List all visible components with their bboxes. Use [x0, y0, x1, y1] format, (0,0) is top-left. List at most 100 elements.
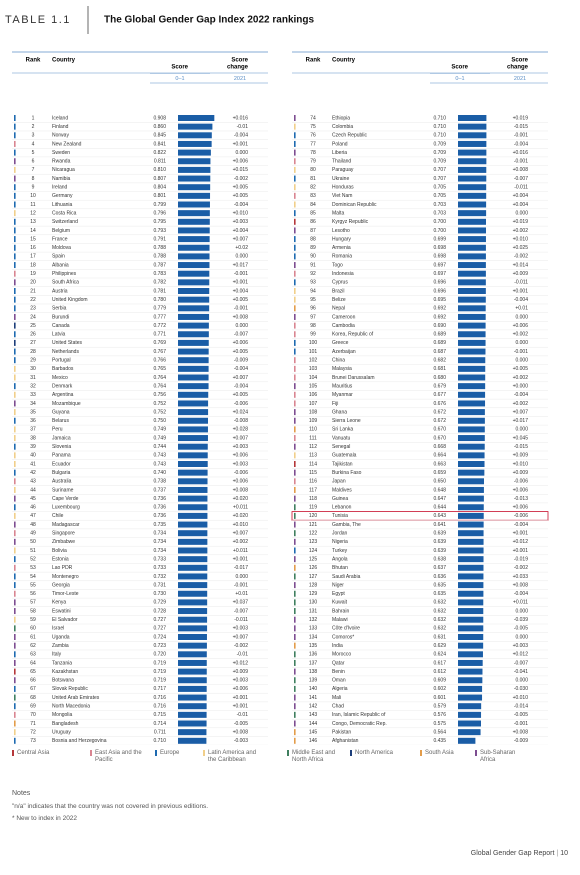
- region-marker: [14, 443, 16, 450]
- score: 0.668: [433, 444, 446, 450]
- rank: 70: [30, 712, 36, 718]
- score: 0.709: [433, 141, 446, 147]
- country: Mongolia: [52, 712, 73, 718]
- score-change: 0.000: [515, 608, 528, 614]
- score-bar: [458, 184, 487, 191]
- score: 0.811: [154, 159, 166, 165]
- country: Suriname: [52, 487, 74, 493]
- score-bar: [178, 348, 209, 355]
- score-change: -0.004: [514, 392, 528, 398]
- rank: 121: [309, 522, 318, 528]
- score-bar: [178, 132, 212, 139]
- score-change: +0.010: [513, 461, 529, 467]
- legend-swatch: [287, 750, 289, 756]
- country: Cambodia: [332, 323, 355, 329]
- score: 0.719: [153, 678, 166, 684]
- score: 0.629: [433, 643, 446, 649]
- score-bar: [458, 556, 484, 563]
- rank: 68: [30, 695, 36, 701]
- score-change: +0.003: [513, 643, 529, 649]
- region-marker: [14, 729, 16, 736]
- rank: 5: [32, 150, 35, 156]
- region-marker: [14, 288, 16, 294]
- country: Uruguay: [52, 729, 71, 735]
- score-change: +0.019: [513, 115, 529, 121]
- score-change: +0.004: [233, 228, 249, 234]
- score-change: +0.025: [513, 245, 529, 251]
- col-header: Score: [171, 65, 188, 71]
- rank: 130: [309, 600, 318, 606]
- score-bar: [178, 184, 211, 191]
- country: Philippines: [52, 271, 77, 277]
- country: Afghanistan: [332, 738, 359, 744]
- region-marker: [14, 582, 16, 589]
- score-change: -0.01: [237, 712, 249, 718]
- score-bar: [458, 331, 486, 338]
- score-bar: [178, 512, 208, 519]
- country: Congo, Democratic Rep.: [332, 721, 387, 727]
- score: 0.602: [433, 686, 446, 692]
- score-change: 0.000: [515, 340, 528, 346]
- country: Liberia: [332, 150, 347, 156]
- region-marker: [14, 253, 16, 260]
- rank: 10: [30, 193, 36, 199]
- country: Guyana: [52, 409, 70, 415]
- score-change: +0.009: [513, 453, 529, 459]
- table-label: TABLE 1.1: [5, 14, 71, 26]
- score-change: -0.004: [514, 591, 528, 597]
- region-marker: [294, 262, 296, 269]
- score: 0.624: [433, 652, 446, 658]
- score-change: 0.000: [515, 314, 528, 320]
- score-change: -0.015: [514, 444, 528, 450]
- country: France: [52, 236, 68, 242]
- score: 0.716: [153, 704, 166, 710]
- country: Sierra Leone: [332, 418, 361, 424]
- score-change: -0.006: [234, 470, 248, 476]
- score: 0.637: [433, 565, 446, 571]
- score: 0.804: [153, 185, 166, 191]
- country: Austria: [52, 288, 68, 294]
- country: Panama: [52, 453, 71, 459]
- score-bar: [178, 201, 210, 208]
- rank: 114: [309, 461, 317, 467]
- rank: 60: [30, 626, 36, 632]
- region-marker: [294, 599, 296, 606]
- score: 0.710: [433, 133, 446, 139]
- score: 0.711: [154, 729, 166, 735]
- score-change: -0.001: [234, 582, 248, 588]
- score: 0.752: [153, 409, 166, 415]
- score-bar: [178, 400, 209, 407]
- region-marker: [14, 512, 16, 519]
- score-bar: [178, 443, 208, 450]
- region-marker: [14, 737, 16, 744]
- legend-label: Latin America and the Caribbean: [208, 750, 257, 763]
- scale-label: 0–1: [455, 76, 464, 82]
- score-bar: [458, 634, 484, 640]
- score: 0.709: [433, 150, 446, 156]
- country: New Zealand: [52, 141, 82, 147]
- rank: 55: [30, 582, 36, 588]
- rank: 4: [32, 141, 35, 147]
- score: 0.631: [433, 634, 446, 640]
- score: 0.707: [433, 176, 446, 182]
- rank: 123: [309, 539, 318, 545]
- region-marker: [294, 694, 296, 701]
- rank: 144: [309, 721, 318, 727]
- score-bar: [458, 210, 487, 217]
- country: Greece: [332, 340, 349, 346]
- country: Malawi: [332, 617, 348, 623]
- region-marker: [294, 625, 296, 632]
- rank: 22: [30, 297, 36, 303]
- region-marker: [14, 417, 16, 424]
- score-bar: [458, 443, 485, 450]
- region-marker: [14, 262, 16, 269]
- score-bar: [178, 123, 213, 130]
- rank: 113: [309, 453, 317, 459]
- score: 0.787: [153, 262, 166, 268]
- score-change: +0.006: [233, 340, 249, 346]
- country: Viet Nam: [332, 193, 352, 199]
- score-change: -0.030: [514, 686, 528, 692]
- score: 0.575: [433, 721, 446, 727]
- region-marker: [14, 184, 16, 191]
- region-marker: [14, 452, 16, 459]
